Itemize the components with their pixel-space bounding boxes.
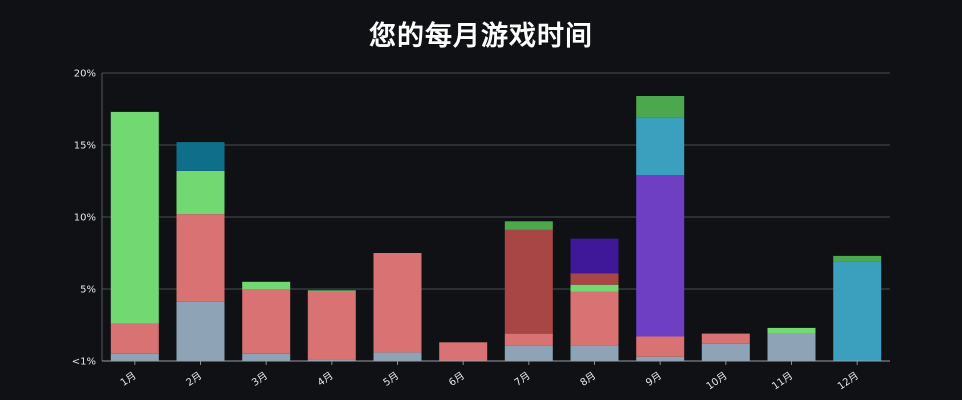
- bar-segment: [570, 291, 619, 346]
- bar-segment: [570, 345, 619, 361]
- bar-segment: [176, 142, 225, 171]
- bar-segment: [833, 255, 882, 262]
- x-tick-label: 1月: [118, 370, 138, 389]
- x-tick-label: 4月: [315, 370, 335, 389]
- bar-segment: [176, 214, 225, 302]
- bar-segment: [636, 96, 685, 118]
- bar-segment: [701, 343, 750, 361]
- bar-segment: [570, 273, 619, 285]
- bar-segment: [373, 352, 422, 361]
- bar-segment: [636, 336, 685, 357]
- bar-segment: [504, 345, 553, 361]
- bar-segment: [570, 284, 619, 292]
- bar-segment: [636, 356, 685, 361]
- x-tick-label: 9月: [644, 370, 664, 389]
- bar-segment: [373, 253, 422, 353]
- bar-segment: [833, 261, 882, 361]
- bar-segment: [636, 117, 685, 176]
- bar-segment: [504, 230, 553, 334]
- x-tick-label: 11月: [770, 370, 796, 393]
- bar-segment: [570, 238, 619, 274]
- chart-title: 您的每月游戏时间: [369, 21, 593, 52]
- bar-segment: [307, 291, 356, 360]
- bar-segment: [242, 353, 291, 361]
- bar-segment: [176, 170, 225, 215]
- x-tick-label: 7月: [512, 370, 532, 389]
- bar-segment: [504, 221, 553, 230]
- bar-segment: [701, 333, 750, 344]
- bar-segment: [110, 353, 159, 361]
- x-tick-label: 8月: [578, 370, 598, 389]
- y-tick-label: 5%: [80, 285, 96, 296]
- y-tick-label: 10%: [74, 213, 96, 224]
- x-tick-label: 5月: [381, 370, 401, 389]
- y-tick-label: <1%: [72, 357, 96, 368]
- x-tick-label: 2月: [184, 370, 204, 389]
- bar-segment: [242, 281, 291, 289]
- bar-segment: [307, 359, 356, 361]
- bar-segment: [767, 333, 816, 361]
- bar-segment: [439, 342, 488, 361]
- y-tick-label: 20%: [74, 69, 96, 80]
- x-tick-label: 10月: [704, 370, 730, 393]
- bar-segment: [767, 327, 816, 334]
- bar-segment: [242, 289, 291, 354]
- y-tick-label: 15%: [74, 141, 96, 152]
- bar-segment: [636, 175, 685, 337]
- x-tick-label: 3月: [250, 370, 270, 389]
- x-tick-label: 6月: [447, 370, 467, 389]
- bar-segment: [110, 111, 159, 324]
- bar-segment: [504, 333, 553, 346]
- bar-segment: [307, 290, 356, 292]
- x-tick-label: 12月: [835, 370, 861, 393]
- bar-segment: [176, 302, 225, 361]
- bar-segment: [110, 323, 159, 354]
